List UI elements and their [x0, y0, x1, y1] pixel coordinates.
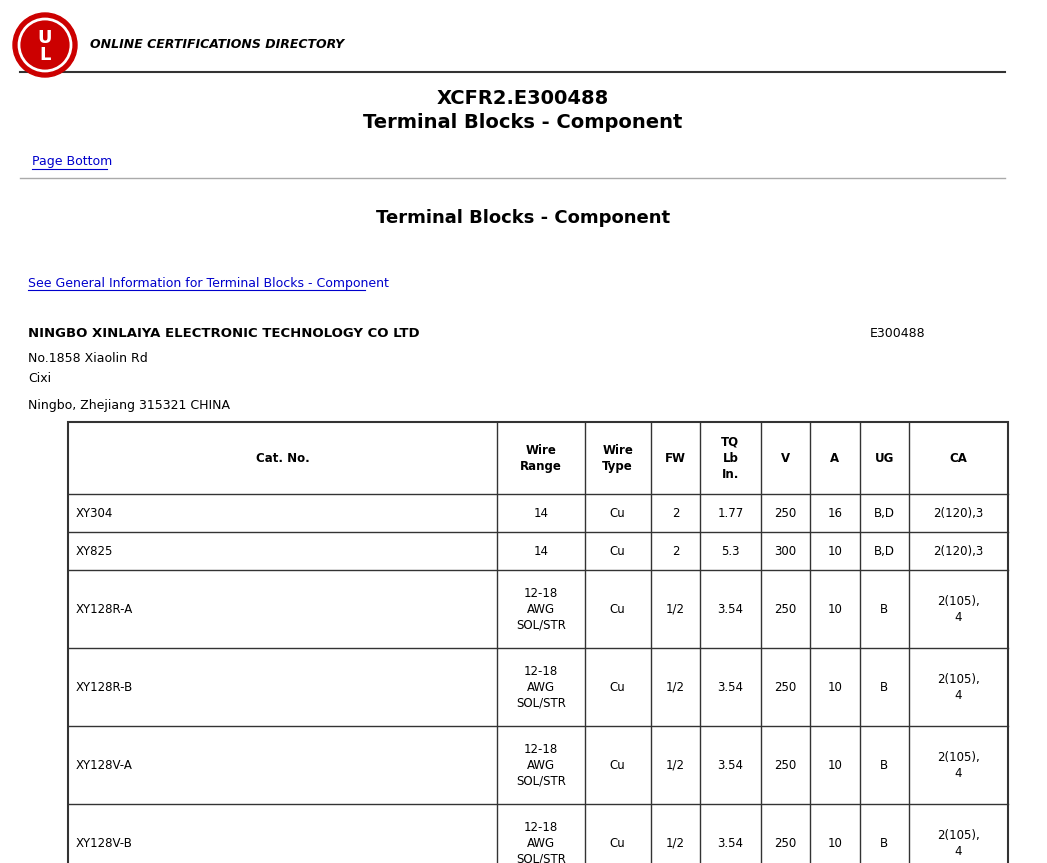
Text: 12-18
AWG
SOL/STR: 12-18 AWG SOL/STR: [516, 665, 565, 709]
Text: 2: 2: [672, 545, 680, 557]
Text: 10: 10: [827, 681, 842, 694]
Text: 10: 10: [827, 545, 842, 557]
Text: See General Information for Terminal Blocks - Component: See General Information for Terminal Blo…: [28, 276, 388, 289]
Text: 250: 250: [774, 836, 797, 849]
Text: B: B: [881, 602, 888, 615]
Text: Cixi: Cixi: [28, 371, 51, 385]
Text: Cu: Cu: [609, 602, 626, 615]
Text: Wire
Range: Wire Range: [519, 444, 561, 473]
Text: 5.3: 5.3: [721, 545, 739, 557]
Text: ONLINE CERTIFICATIONS DIRECTORY: ONLINE CERTIFICATIONS DIRECTORY: [90, 39, 344, 52]
Text: Cu: Cu: [609, 759, 626, 772]
Text: 2(105),
4: 2(105), 4: [937, 751, 980, 779]
Text: L: L: [40, 46, 50, 64]
Text: E300488: E300488: [870, 326, 926, 339]
Text: 2(105),
4: 2(105), 4: [937, 828, 980, 858]
Circle shape: [13, 13, 77, 77]
Text: Cu: Cu: [609, 507, 626, 520]
Text: 16: 16: [827, 507, 843, 520]
Text: 2: 2: [672, 507, 680, 520]
Text: Terminal Blocks - Component: Terminal Blocks - Component: [363, 112, 683, 131]
Text: B: B: [881, 759, 888, 772]
Text: Ningbo, Zhejiang 315321 CHINA: Ningbo, Zhejiang 315321 CHINA: [28, 399, 230, 412]
Text: XY304: XY304: [76, 507, 113, 520]
Text: Cu: Cu: [609, 681, 626, 694]
Text: Page Bottom: Page Bottom: [32, 155, 112, 168]
Text: 300: 300: [775, 545, 797, 557]
Text: No.1858 Xiaolin Rd: No.1858 Xiaolin Rd: [28, 351, 148, 364]
Text: 1/2: 1/2: [666, 759, 685, 772]
Text: B: B: [881, 681, 888, 694]
Text: 3.54: 3.54: [717, 602, 743, 615]
Text: FW: FW: [665, 451, 686, 464]
Text: 14: 14: [533, 545, 549, 557]
Text: 2(120),3: 2(120),3: [934, 545, 983, 557]
Text: 250: 250: [774, 602, 797, 615]
Text: XY128V-A: XY128V-A: [76, 759, 133, 772]
Bar: [68, 422, 1008, 863]
Text: Cu: Cu: [609, 545, 626, 557]
Text: Cat. No.: Cat. No.: [255, 451, 309, 464]
Text: 12-18
AWG
SOL/STR: 12-18 AWG SOL/STR: [516, 821, 565, 863]
Text: Wire
Type: Wire Type: [602, 444, 633, 473]
Text: 1/2: 1/2: [666, 681, 685, 694]
Text: A: A: [830, 451, 840, 464]
Text: 12-18
AWG
SOL/STR: 12-18 AWG SOL/STR: [516, 587, 565, 632]
Text: B,D: B,D: [874, 545, 895, 557]
Text: V: V: [781, 451, 789, 464]
Text: B: B: [881, 836, 888, 849]
Text: XY128V-B: XY128V-B: [76, 836, 133, 849]
Text: CA: CA: [950, 451, 967, 464]
Text: 3.54: 3.54: [717, 759, 743, 772]
Text: Cu: Cu: [609, 836, 626, 849]
Text: 250: 250: [774, 507, 797, 520]
Text: NINGBO XINLAIYA ELECTRONIC TECHNOLOGY CO LTD: NINGBO XINLAIYA ELECTRONIC TECHNOLOGY CO…: [28, 326, 420, 339]
Text: XCFR2.E300488: XCFR2.E300488: [437, 89, 609, 108]
Text: 250: 250: [774, 759, 797, 772]
Text: U: U: [38, 29, 52, 47]
Text: XY128R-B: XY128R-B: [76, 681, 133, 694]
Text: 3.54: 3.54: [717, 681, 743, 694]
Text: 2(105),
4: 2(105), 4: [937, 595, 980, 623]
Text: 2(105),
4: 2(105), 4: [937, 672, 980, 702]
Text: 10: 10: [827, 836, 842, 849]
Text: 1/2: 1/2: [666, 602, 685, 615]
Text: 250: 250: [774, 681, 797, 694]
Text: 14: 14: [533, 507, 549, 520]
Text: 2(120),3: 2(120),3: [934, 507, 983, 520]
Text: XY825: XY825: [76, 545, 113, 557]
Text: Terminal Blocks - Component: Terminal Blocks - Component: [376, 209, 670, 227]
Text: 1.77: 1.77: [717, 507, 743, 520]
Text: TQ
Lb
In.: TQ Lb In.: [721, 436, 739, 481]
Text: 10: 10: [827, 759, 842, 772]
Text: B,D: B,D: [874, 507, 895, 520]
Text: 12-18
AWG
SOL/STR: 12-18 AWG SOL/STR: [516, 742, 565, 788]
Text: 1/2: 1/2: [666, 836, 685, 849]
Text: 3.54: 3.54: [717, 836, 743, 849]
Text: 10: 10: [827, 602, 842, 615]
Text: UG: UG: [874, 451, 894, 464]
Text: XY128R-A: XY128R-A: [76, 602, 133, 615]
